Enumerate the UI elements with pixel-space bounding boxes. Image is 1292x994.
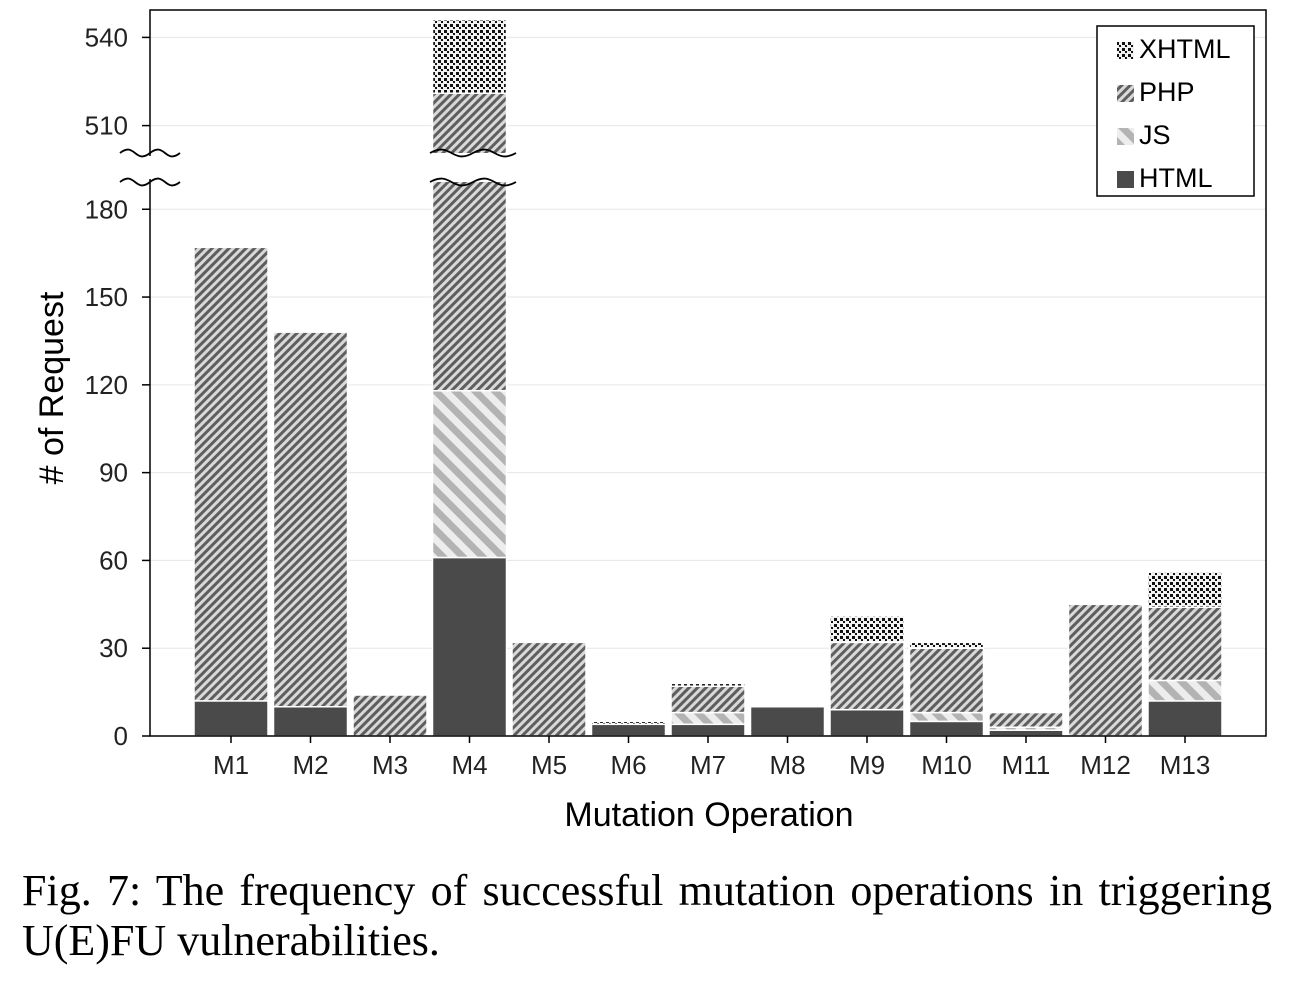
y-tick-label: 150 xyxy=(85,282,128,312)
chart: 0 30 60 90 120 150 180 510 540 M1 M2 M3 M4 M5 M6 M7 M8 M9… xyxy=(33,9,1267,834)
bar-m4-php xyxy=(431,179,508,392)
bar-m13-xhtml xyxy=(1147,571,1223,608)
bar-m2-html xyxy=(272,705,349,737)
bar-m5-php xyxy=(511,641,587,737)
legend: XHTML PHP JS HTML xyxy=(1096,25,1255,197)
bar-m7-php xyxy=(670,685,746,714)
axis-break-mark xyxy=(429,177,517,187)
x-tick-label: M4 xyxy=(451,750,487,780)
bar-m11-php xyxy=(988,711,1064,728)
x-tick-label: M8 xyxy=(769,750,805,780)
legend-swatch-xhtml xyxy=(1117,42,1134,59)
y-axis-title: # of Request xyxy=(33,291,71,484)
bar-m4-html xyxy=(431,556,508,737)
x-tick-label: M11 xyxy=(1002,750,1051,780)
x-tick-label: M6 xyxy=(610,750,646,780)
legend-label-xhtml: XHTML xyxy=(1139,34,1231,64)
bar-m13-php xyxy=(1147,606,1223,682)
bar-m9-html xyxy=(829,708,905,737)
bar-m9-xhtml xyxy=(829,615,905,644)
x-tick-label: M7 xyxy=(690,750,726,780)
bar-m4-php xyxy=(431,92,508,156)
x-tick-label: M13 xyxy=(1160,750,1211,780)
bar-m10-xhtml xyxy=(908,641,985,649)
x-axis-title: Mutation Operation xyxy=(564,796,853,834)
axis-break-mark xyxy=(119,177,181,187)
bars xyxy=(193,19,1223,737)
legend-label-js: JS xyxy=(1139,120,1171,150)
figure-caption: Fig. 7: The frequency of successful muta… xyxy=(22,866,1272,965)
legend-label-php: PHP xyxy=(1139,77,1195,107)
x-tick-label: M5 xyxy=(531,750,567,780)
bar-m7-html xyxy=(670,723,746,737)
legend-swatch-html xyxy=(1117,171,1134,188)
bar-m4-js xyxy=(431,389,508,559)
axis-break xyxy=(119,148,517,187)
x-tick-label: M3 xyxy=(372,750,408,780)
bar-m9-php xyxy=(829,641,905,711)
bar-m8-html xyxy=(749,705,826,737)
legend-swatch-js xyxy=(1117,128,1134,145)
bar-m13-js xyxy=(1147,679,1223,702)
y-tick-label: 510 xyxy=(85,111,128,141)
axis-break-gap xyxy=(432,153,514,182)
axis-break-mark xyxy=(119,148,181,158)
bar-m4-xhtml xyxy=(431,19,508,95)
x-tick-label: M1 xyxy=(213,750,249,780)
axis-break-gap xyxy=(146,156,156,179)
axis-break-mark xyxy=(429,148,517,158)
tick-labels: 0 30 60 90 120 150 180 510 540 M1 M2 M3 M4 M5 M6 M7 M8 M9… xyxy=(85,22,1211,780)
bar-m3-php xyxy=(352,694,428,737)
bar-m1-html xyxy=(193,700,269,737)
bar-m1-php xyxy=(193,246,269,702)
axes xyxy=(142,9,1267,743)
x-tick-label: M2 xyxy=(292,750,328,780)
x-tick-label: M12 xyxy=(1080,750,1131,780)
y-tick-label: 180 xyxy=(85,194,128,224)
legend-swatch-php xyxy=(1117,85,1134,102)
bar-m13-html xyxy=(1147,700,1223,737)
bar-m6-html xyxy=(590,723,667,737)
bar-m12-php xyxy=(1067,603,1144,737)
x-tick-label: M9 xyxy=(849,750,885,780)
y-tick-label: 540 xyxy=(85,22,128,52)
y-tick-label: 60 xyxy=(99,545,128,575)
bar-m10-js xyxy=(908,711,985,723)
legend-label-html: HTML xyxy=(1139,163,1213,193)
bar-m10-html xyxy=(908,720,985,737)
y-tick-label: 0 xyxy=(114,721,128,751)
bar-m2-php xyxy=(272,331,349,708)
bar-m6-xhtml xyxy=(590,720,667,726)
y-tick-label: 30 xyxy=(99,633,128,663)
y-tick-label: 90 xyxy=(99,458,128,488)
bar-m7-xhtml xyxy=(670,682,746,688)
x-tick-label: M10 xyxy=(921,750,972,780)
bar-m7-js xyxy=(670,711,746,726)
y-tick-label: 120 xyxy=(85,370,128,400)
bar-m10-php xyxy=(908,647,985,714)
bar-m11-html xyxy=(988,729,1064,737)
